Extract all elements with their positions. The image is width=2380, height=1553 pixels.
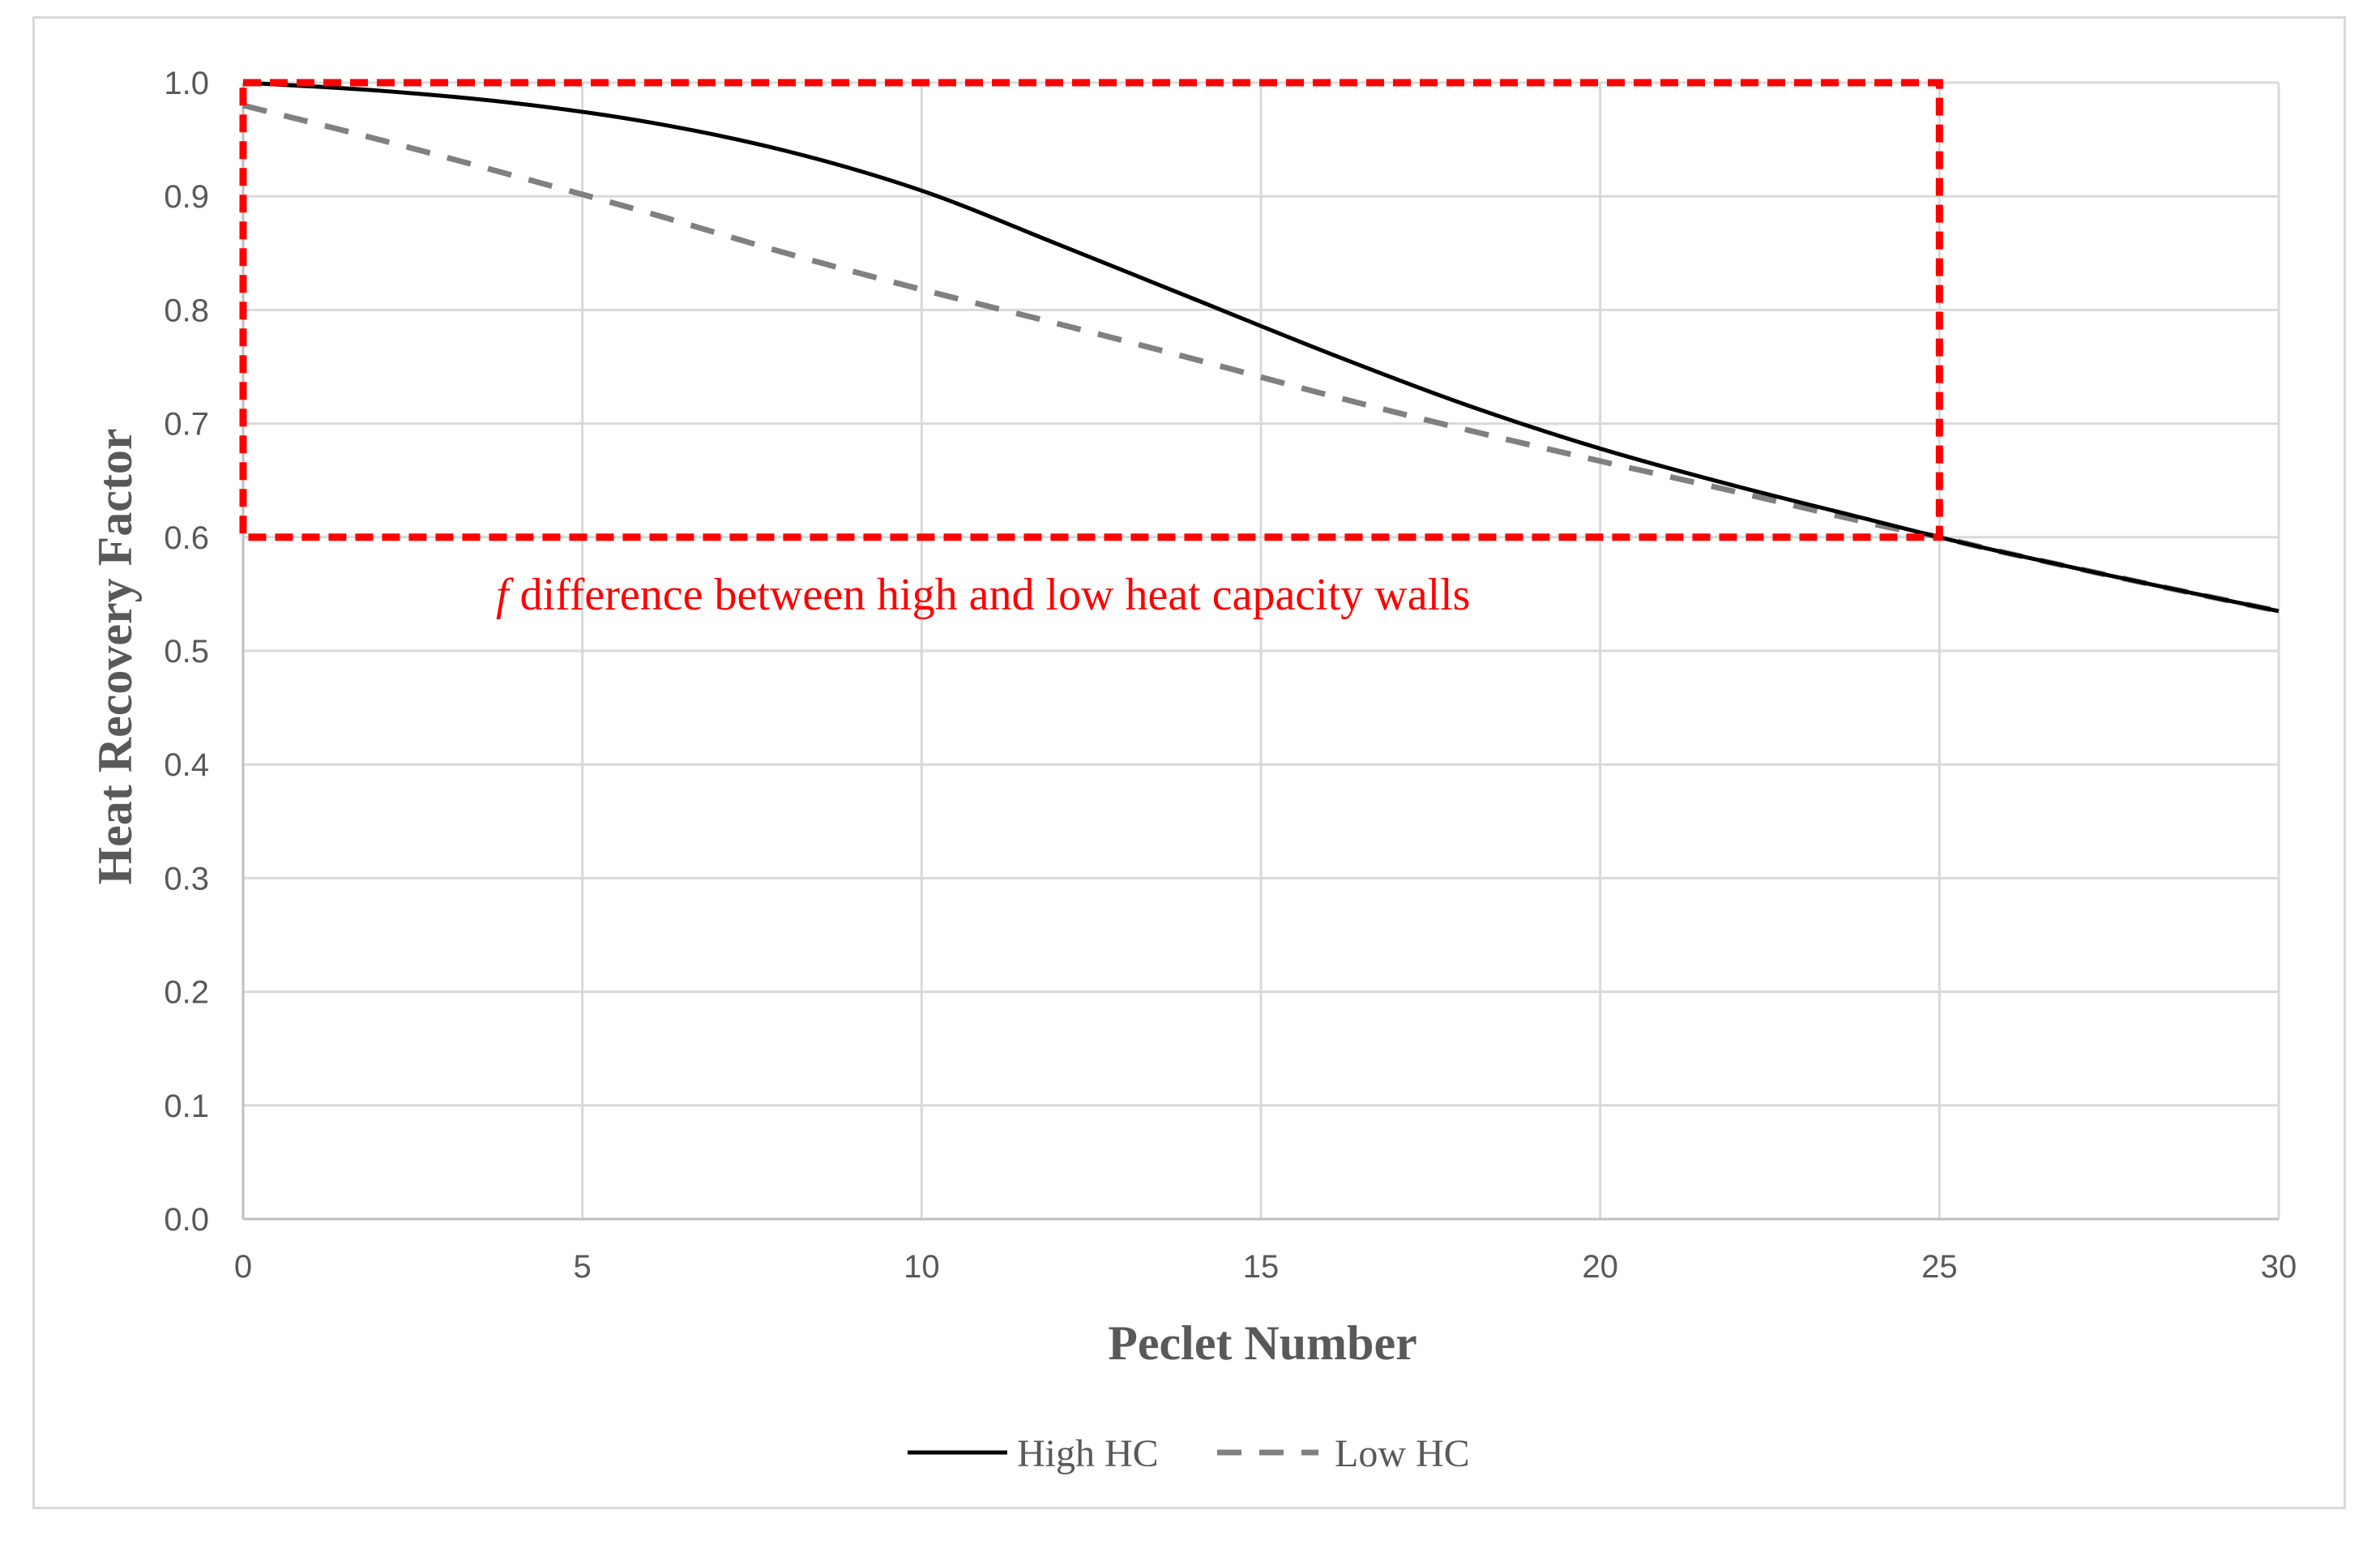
- chart-frame: [32, 16, 2346, 1509]
- legend: High HC Low HC: [908, 1432, 1470, 1475]
- x-axis-title: Peclet Number: [1108, 1316, 1417, 1370]
- legend-label: High HC: [1017, 1432, 1159, 1475]
- y-tick-label: 0.2: [164, 975, 209, 1011]
- y-tick-label: 0.0: [164, 1202, 209, 1238]
- annotation-text: f difference between high and low heat c…: [496, 570, 1470, 620]
- y-tick-label: 0.6: [164, 520, 209, 556]
- x-tick-label: 25: [1921, 1249, 1958, 1285]
- highlight-box: [239, 79, 1943, 541]
- gridlines: [243, 81, 2280, 1219]
- y-tick-label: 0.5: [164, 634, 209, 670]
- x-tick-label: 0: [234, 1249, 252, 1285]
- y-tick-label: 0.4: [164, 747, 209, 783]
- series-lines: [242, 80, 2280, 614]
- tick-labels: 0.0 0.1 0.2 0.3 0.4 0.5 0.6 0.7 0.8 0.9 1.0 0 5 10 15 2…: [164, 66, 2297, 1285]
- legend-label: Low HC: [1335, 1432, 1470, 1475]
- y-axis-title: Heat Recovery Factor: [88, 428, 142, 884]
- x-tick-label: 20: [1582, 1249, 1618, 1285]
- x-tick-label: 15: [1243, 1249, 1280, 1285]
- x-tick-label: 30: [2261, 1249, 2297, 1285]
- y-tick-label: 0.1: [164, 1089, 209, 1124]
- y-tick-label: 0.7: [164, 407, 209, 443]
- y-tick-label: 0.3: [164, 861, 209, 896]
- y-tick-label: 0.9: [164, 179, 209, 215]
- annotation: f difference between high and low heat c…: [496, 570, 1470, 620]
- y-tick-label: 0.8: [164, 293, 209, 328]
- x-tick-label: 10: [904, 1249, 940, 1285]
- x-tick-label: 5: [574, 1249, 592, 1285]
- annotation-body: difference between high and low heat cap…: [509, 570, 1471, 620]
- y-tick-label: 1.0: [164, 66, 209, 101]
- axes: [241, 83, 2279, 1221]
- series-line-high-hc: [242, 80, 2280, 614]
- highlight-rect: [239, 79, 1943, 541]
